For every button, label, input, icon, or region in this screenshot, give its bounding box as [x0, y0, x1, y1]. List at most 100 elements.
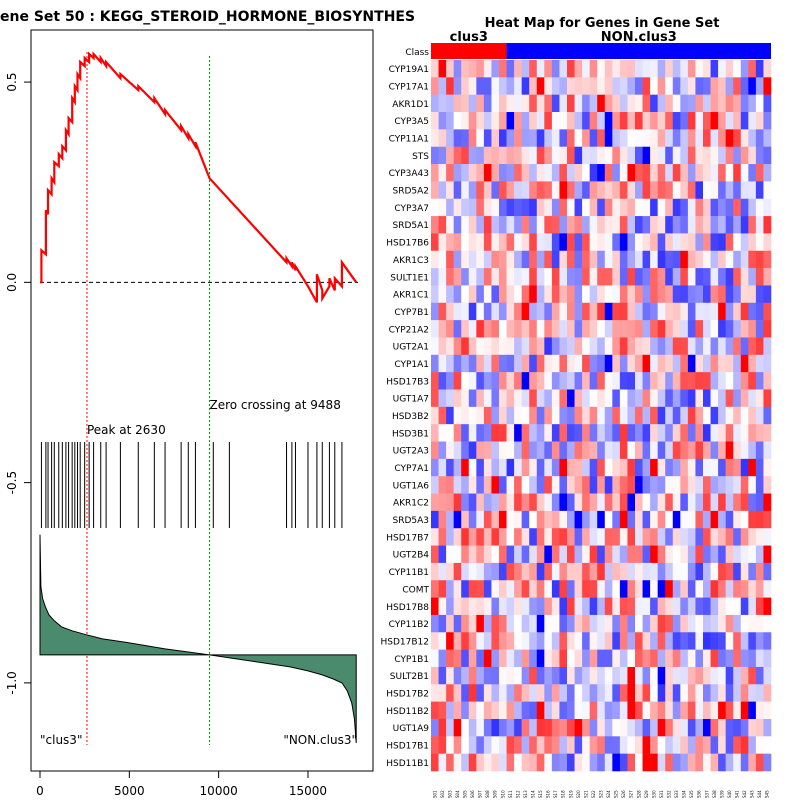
heat-map-cell: [725, 320, 734, 338]
heat-map-cell: [748, 649, 757, 668]
heat-map-cell: [499, 372, 507, 390]
heat-map-cell: [491, 320, 500, 338]
heat-map-cell: [514, 701, 522, 720]
heat-map-cell: [506, 632, 515, 650]
heat-map-cell: [536, 216, 545, 234]
x-tick-label: 5000: [114, 784, 145, 798]
heat-map-cell: [680, 580, 689, 598]
heat-map-cell: [604, 701, 613, 720]
heat-map-cell: [619, 60, 628, 78]
heat-map-cell: [536, 129, 545, 148]
heat-map-cell: [468, 268, 477, 286]
heat-map-cell: [574, 632, 583, 650]
heat-map-cell: [672, 718, 681, 737]
heat-map-cell: [604, 268, 613, 286]
heat-map-cell: [483, 389, 492, 408]
heat-map-cell: [680, 441, 689, 460]
heat-map-cell: [483, 510, 492, 529]
heat-map-cell: [718, 233, 726, 252]
heat-map-cell: [642, 753, 651, 772]
heat-map-cell: [574, 146, 583, 165]
heat-map-cell: [597, 753, 606, 772]
heat-map-cell: [665, 320, 674, 338]
heat-map-cell: [551, 285, 560, 304]
heat-map-cell: [529, 597, 538, 616]
heat-map-cell: [476, 441, 485, 460]
heat-map-cell: [491, 60, 500, 78]
heat-map-cell: [733, 389, 742, 408]
heat-map-cell: [604, 580, 613, 598]
heat-map-cell: [582, 614, 590, 633]
heat-map-cell: [619, 302, 628, 321]
heat-map-cell: [755, 493, 764, 512]
heat-map-cell: [642, 736, 651, 754]
heat-map-cell: [574, 302, 583, 321]
heat-map-cell: [514, 60, 522, 78]
heat-map-cell: [521, 112, 530, 130]
heat-map-cell: [718, 736, 726, 754]
heat-map-cell: [468, 372, 477, 390]
heat-map-cell: [483, 60, 492, 78]
sample-label: S40: [727, 790, 732, 798]
heat-map-cell: [499, 614, 507, 633]
heat-map-cell: [718, 718, 726, 737]
heat-map-cell: [453, 337, 462, 356]
heat-map-cell: [763, 580, 772, 598]
heat-map-cell: [483, 285, 492, 304]
heat-map-cell: [597, 250, 606, 269]
heat-map-cell: [536, 320, 545, 338]
heat-map-cell: [627, 302, 636, 321]
heat-map-cell: [687, 112, 696, 130]
heat-map-cell: [725, 736, 734, 754]
heat-map-cell: [733, 562, 742, 581]
heat-map-cell: [612, 406, 621, 425]
heat-map-cell: [476, 458, 485, 477]
heat-map-cell: [748, 632, 757, 650]
heat-map-cell: [642, 181, 651, 200]
heat-map-cell: [461, 632, 470, 650]
heat-map-cell: [468, 77, 477, 95]
heat-map-cell: [695, 164, 704, 182]
heat-map-cell: [612, 268, 621, 286]
heat-map-cell: [740, 580, 749, 598]
heat-map-cell: [619, 614, 628, 633]
heat-map-cell: [574, 216, 583, 234]
heat-map-cell: [589, 476, 598, 494]
heat-map-cell: [687, 649, 696, 668]
heat-map-cell: [559, 181, 568, 200]
heat-map-cell: [529, 424, 538, 442]
heat-map-cell: [763, 233, 772, 252]
heat-map-cell: [574, 718, 583, 737]
heat-map-cell: [544, 510, 553, 529]
heat-map-cell: [650, 736, 658, 754]
heat-map-cell: [574, 372, 583, 390]
heat-map-cell: [635, 424, 643, 442]
heat-map-cell: [733, 181, 742, 200]
heat-map-cell: [763, 389, 772, 408]
heat-map-cell: [703, 198, 711, 217]
heat-map-cell: [544, 580, 553, 598]
heat-map-cell: [627, 701, 636, 720]
heat-map-cell: [748, 614, 757, 633]
sample-label: S28: [636, 790, 641, 798]
heat-map-cell: [619, 250, 628, 269]
heat-map-cell: [514, 389, 522, 408]
heat-map-cell: [642, 77, 651, 95]
heat-map-cell: [642, 94, 651, 113]
heat-map-cell: [589, 60, 598, 78]
heat-map-cells: [431, 60, 772, 772]
heat-map-cell: [763, 614, 772, 633]
heat-map-cell: [763, 112, 772, 130]
heat-map-cell: [559, 129, 568, 148]
heat-map-cell: [499, 441, 507, 460]
heat-map-cell: [574, 441, 583, 460]
heat-map-cell: [544, 389, 553, 408]
heat-map-cell: [665, 649, 674, 668]
gene-label: HSD17B7: [386, 533, 429, 543]
gene-label: CYP1B1: [394, 655, 429, 665]
heat-map-cell: [748, 250, 757, 269]
heat-map-cell: [529, 337, 538, 356]
heat-map-cell: [514, 649, 522, 668]
heat-map-cell: [536, 493, 545, 512]
heat-map-cell: [695, 320, 704, 338]
